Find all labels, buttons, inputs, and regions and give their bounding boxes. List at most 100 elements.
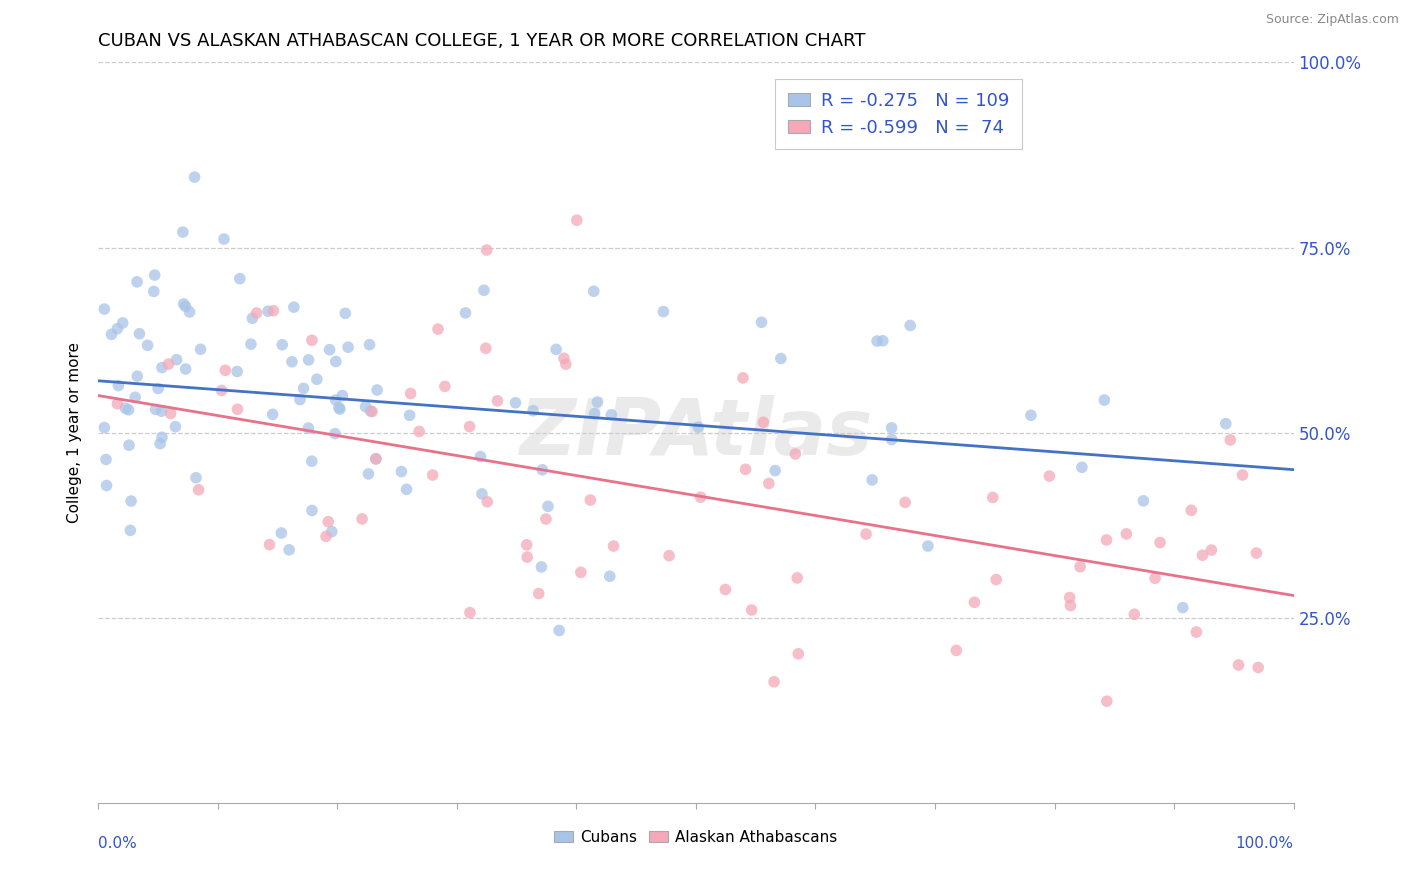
Point <box>546 343 568 357</box>
Point <box>763 464 786 478</box>
Point <box>458 606 481 620</box>
Point <box>860 473 883 487</box>
Point <box>179 305 201 319</box>
Point <box>366 383 388 397</box>
Point <box>600 408 623 422</box>
Point <box>190 343 212 357</box>
Point <box>305 372 328 386</box>
Point <box>226 402 249 417</box>
Point <box>321 524 343 539</box>
Point <box>599 569 621 583</box>
Point <box>537 500 560 514</box>
Point <box>1132 493 1154 508</box>
Point <box>1227 657 1250 672</box>
Point <box>278 542 301 557</box>
Point <box>898 318 921 333</box>
Point <box>1219 433 1241 447</box>
Point <box>117 402 139 417</box>
Point <box>752 415 775 429</box>
Point <box>107 378 129 392</box>
Point <box>325 392 347 407</box>
Point <box>240 311 263 326</box>
Point <box>486 393 509 408</box>
Point <box>1019 409 1042 423</box>
Point <box>318 343 340 357</box>
Point <box>731 371 754 385</box>
Point <box>165 419 187 434</box>
Point <box>554 357 576 371</box>
Point <box>212 232 235 246</box>
Point <box>174 300 197 314</box>
Point <box>281 355 304 369</box>
Point <box>1180 503 1202 517</box>
Point <box>301 333 323 347</box>
Point <box>981 491 1004 505</box>
Point <box>569 566 592 580</box>
Point <box>917 539 939 553</box>
Point <box>1095 694 1118 708</box>
Point <box>516 538 538 552</box>
Point <box>332 388 354 402</box>
Point <box>173 297 195 311</box>
Point <box>105 397 128 411</box>
Point <box>522 403 544 417</box>
Legend: Cubans, Alaskan Athabascans: Cubans, Alaskan Athabascans <box>548 823 844 851</box>
Point <box>565 213 588 227</box>
Point <box>124 390 146 404</box>
Point <box>150 360 173 375</box>
Point <box>477 495 499 509</box>
Point <box>136 338 159 352</box>
Point <box>866 334 889 348</box>
Point <box>143 268 166 282</box>
Point <box>422 468 444 483</box>
Point <box>763 674 786 689</box>
Point <box>120 524 142 538</box>
Text: 0.0%: 0.0% <box>98 836 138 851</box>
Point <box>1095 533 1118 547</box>
Point <box>127 369 149 384</box>
Point <box>184 471 207 485</box>
Point <box>146 382 169 396</box>
Point <box>1144 571 1167 585</box>
Point <box>470 450 492 464</box>
Point <box>505 396 527 410</box>
Text: 100.0%: 100.0% <box>1236 836 1294 851</box>
Point <box>1232 467 1254 482</box>
Point <box>769 351 792 366</box>
Point <box>880 421 903 435</box>
Point <box>246 306 269 320</box>
Point <box>297 421 319 435</box>
Point <box>471 487 494 501</box>
Point <box>472 283 495 297</box>
Point <box>150 404 173 418</box>
Point <box>880 433 903 447</box>
Point <box>872 334 894 348</box>
Point <box>297 352 319 367</box>
Point <box>527 586 550 600</box>
Point <box>652 304 675 318</box>
Point <box>1149 535 1171 549</box>
Point <box>1070 460 1092 475</box>
Point <box>579 493 602 508</box>
Point <box>602 539 624 553</box>
Point <box>364 452 387 467</box>
Point <box>582 284 605 298</box>
Point <box>157 357 180 371</box>
Point <box>399 386 422 401</box>
Point <box>586 395 609 409</box>
Point <box>257 304 280 318</box>
Point <box>183 170 205 185</box>
Point <box>118 438 141 452</box>
Point <box>335 306 357 320</box>
Point <box>1092 393 1115 408</box>
Point <box>688 420 710 434</box>
Point <box>262 408 284 422</box>
Point <box>1123 607 1146 622</box>
Point <box>1191 548 1213 562</box>
Point <box>1171 600 1194 615</box>
Point <box>963 595 986 609</box>
Point <box>111 316 134 330</box>
Point <box>894 495 917 509</box>
Point <box>741 603 763 617</box>
Point <box>172 225 194 239</box>
